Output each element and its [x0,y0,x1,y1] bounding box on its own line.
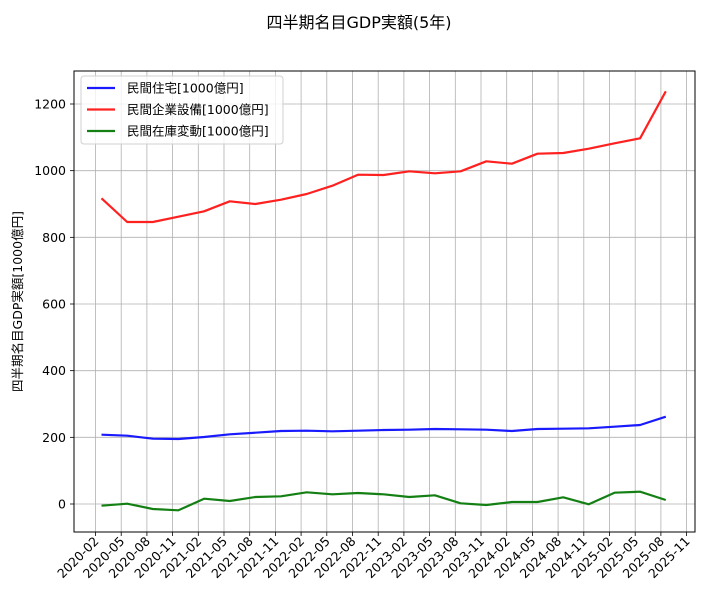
legend: 民間住宅[1000億円] 民間企業設備[1000億円] 民間在庫変動[1000億円] [80,75,284,145]
series-line-0 [101,415,667,441]
y-axis-label: 四半期名目GDP実額[1000億円] [10,211,25,392]
plot-frame [73,70,696,533]
legend-label-2: 民間在庫変動[1000億円] [127,124,269,139]
series-line-2 [101,490,667,512]
series-line-1 [100,90,667,224]
legend-label-1: 民間企業設備[1000億円] [127,102,269,117]
y-tick-label: 0 [58,497,66,512]
chart-title: 四半期名目GDP実額(5年) [266,13,452,32]
legend-label-0: 民間住宅[1000億円] [127,81,244,96]
y-tick-label: 1000 [34,163,66,178]
y-tick-label: 800 [42,230,66,245]
y-tick-label: 600 [42,297,66,312]
y-tick-label: 1200 [34,97,66,112]
y-tick-label: 200 [42,430,66,445]
grid [74,71,695,532]
y-tick-label: 400 [42,363,66,378]
